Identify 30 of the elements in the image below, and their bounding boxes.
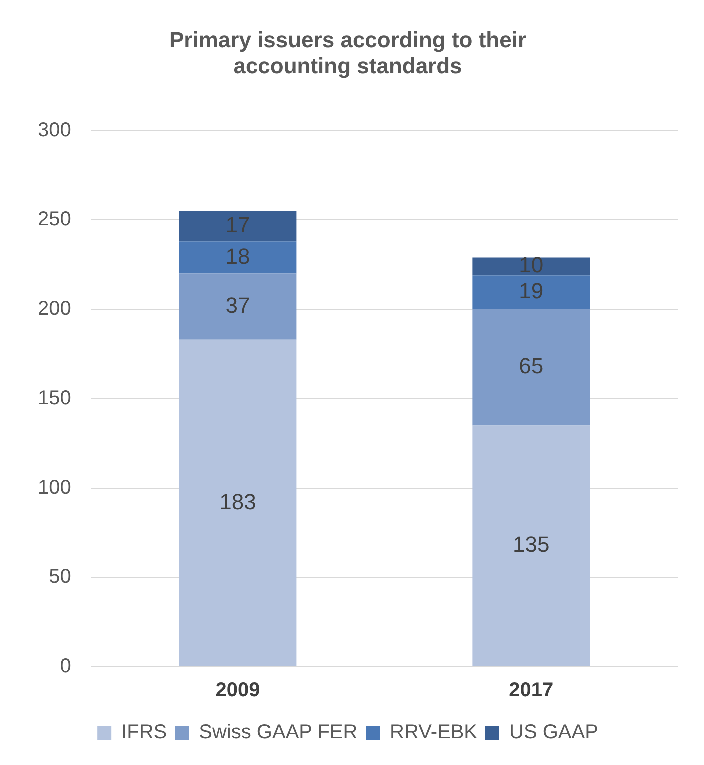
bar [472, 310, 590, 426]
bar [472, 276, 590, 310]
data-label: 135 [512, 532, 550, 558]
y-tick-label: 50 [49, 566, 72, 588]
y-tick-label: 250 [38, 208, 72, 231]
legend-label: IFRS [122, 722, 168, 744]
data-label: 18 [226, 244, 250, 269]
data-label: 37 [226, 292, 250, 318]
bar [179, 211, 297, 242]
y-tick-label: 150 [38, 387, 72, 410]
x-tick-label: 2017 [509, 680, 554, 702]
y-tick-label: 300 [38, 119, 72, 142]
bar [472, 258, 590, 276]
bar [179, 340, 297, 666]
y-tick-label: 200 [38, 298, 72, 320]
x-tick-label: 2009 [216, 680, 260, 702]
bar [472, 426, 590, 666]
bar [179, 274, 297, 340]
data-label: 10 [519, 252, 544, 278]
y-tick-label: 100 [38, 476, 72, 499]
data-label: 183 [220, 489, 256, 514]
chart-title: Primary issuers according to their accounting standards [169, 27, 527, 79]
y-tick-label: 0 [60, 656, 72, 678]
legend-label: US GAAP [510, 722, 598, 744]
data-label: 19 [519, 278, 544, 304]
data-label: 65 [519, 354, 544, 379]
data-label: 17 [226, 212, 250, 238]
legend-label: Swiss GAAP FER [199, 722, 358, 744]
legend-label: RRV-EBK [390, 722, 478, 744]
bar [179, 242, 297, 274]
